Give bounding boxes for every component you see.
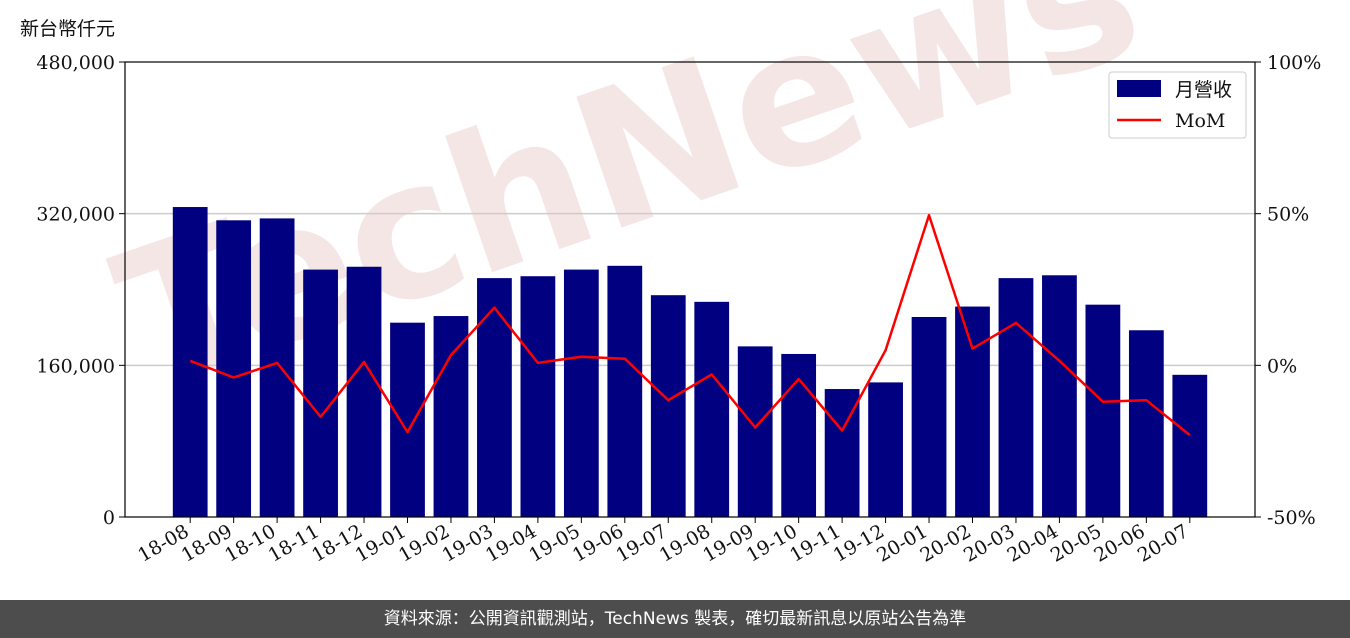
revenue-bar (563, 269, 599, 517)
mom-line-series (189, 213, 1191, 437)
revenue-bar (1128, 330, 1164, 517)
legend-line-label: MoM (1175, 110, 1225, 132)
revenue-bar (868, 382, 903, 517)
right-axis-tick-label: 50% (1267, 204, 1309, 226)
revenue-bar (520, 276, 556, 517)
revenue-bar (781, 353, 817, 517)
revenue-bar (216, 220, 252, 518)
plot-frame (124, 61, 1256, 518)
source-footer: 資料來源：公開資訊觀測站，TechNews 製表，確切最新訊息以原站公告為準 (0, 600, 1350, 638)
legend: 月營收 MoM (1108, 71, 1247, 139)
revenue-bar (346, 266, 382, 517)
revenue-chart: TechNews 0160,000320,000480,000-50%0%50%… (36, 0, 1321, 567)
revenue-bar (607, 265, 643, 517)
revenue-bar (694, 301, 730, 517)
revenue-bar (737, 346, 773, 517)
right-axis-tick-label: 100% (1267, 52, 1321, 74)
revenue-bar (911, 316, 947, 517)
unit-label: 新台幣仟元 (20, 18, 116, 40)
left-axis-tick-label: 480,000 (36, 52, 115, 74)
revenue-bar (955, 306, 990, 517)
bar-series (172, 207, 1208, 518)
revenue-bar (1172, 374, 1208, 517)
legend-bar-swatch (1117, 80, 1161, 97)
revenue-bar (433, 316, 469, 517)
revenue-bar (1085, 304, 1121, 517)
left-axis-tick-label: 0 (103, 507, 115, 529)
revenue-bar (998, 278, 1034, 517)
revenue-bar (477, 278, 512, 517)
revenue-bar (1042, 275, 1077, 517)
revenue-bar (650, 295, 686, 517)
revenue-bar (303, 269, 338, 517)
right-axis-tick-label: -50% (1267, 507, 1316, 529)
right-axis-tick-label: 0% (1267, 355, 1297, 377)
x-axis-tick-label: 20-07 (1134, 520, 1192, 566)
revenue-bar (390, 322, 425, 517)
left-axis-tick-label: 160,000 (36, 355, 115, 377)
legend-bar-label: 月營收 (1175, 79, 1232, 101)
mom-line (189, 213, 1191, 437)
left-axis-tick-label: 320,000 (36, 204, 115, 226)
